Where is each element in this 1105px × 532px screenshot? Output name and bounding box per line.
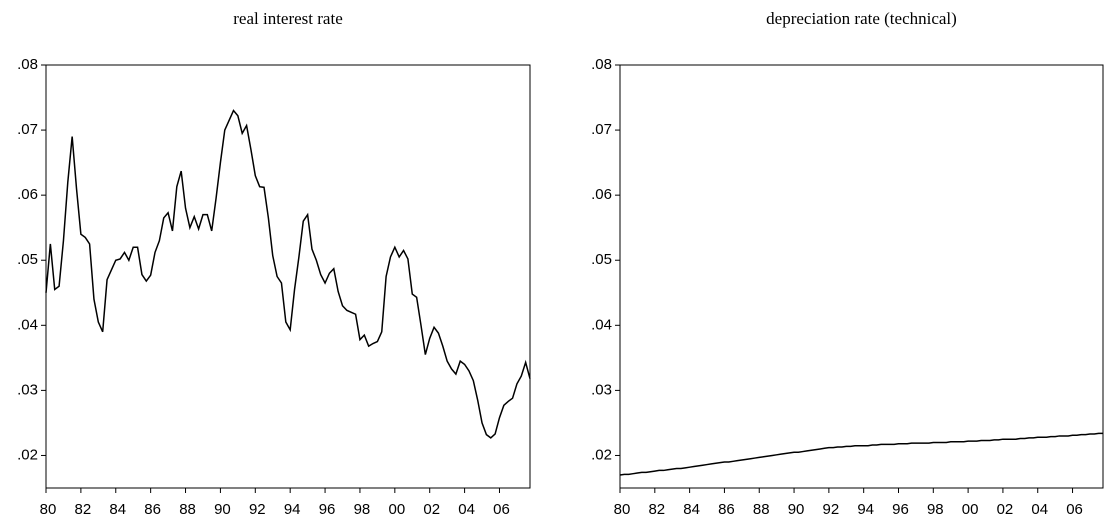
x-tick-label: 94 (284, 501, 301, 518)
x-tick-label: 84 (109, 501, 126, 518)
x-tick-label: 92 (823, 501, 840, 518)
x-tick-label: 98 (927, 501, 944, 518)
x-tick-label: 94 (857, 501, 874, 518)
x-tick-label: 80 (40, 501, 57, 518)
x-tick-label: 82 (75, 501, 92, 518)
x-tick-label: 00 (962, 501, 979, 518)
y-tick-label: .08 (591, 56, 612, 73)
x-tick-label: 82 (648, 501, 665, 518)
plot-frame (619, 64, 1104, 489)
x-tick-label: 98 (354, 501, 371, 518)
y-tick-label: .08 (17, 56, 38, 73)
x-tick-label: 80 (614, 501, 631, 518)
x-tick-label: 02 (997, 501, 1014, 518)
x-tick-label: 90 (214, 501, 231, 518)
y-tick-label: .06 (591, 186, 612, 203)
y-tick-label: .04 (17, 316, 38, 333)
y-tick-label: .05 (17, 251, 38, 268)
chart-title: depreciation rate (technical) (766, 9, 957, 28)
chart-title: real interest rate (233, 9, 343, 28)
x-tick-label: 06 (1066, 501, 1083, 518)
x-tick-label: 86 (718, 501, 735, 518)
x-tick-label: 00 (388, 501, 405, 518)
x-tick-label: 90 (788, 501, 805, 518)
x-tick-label: 88 (179, 501, 196, 518)
x-tick-label: 02 (423, 501, 440, 518)
data-line (619, 432, 1103, 476)
x-tick-label: 88 (753, 501, 770, 518)
y-tick-label: .07 (17, 121, 38, 138)
y-tick-label: .04 (591, 316, 612, 333)
x-tick-label: 86 (144, 501, 161, 518)
y-tick-label: .05 (591, 251, 612, 268)
y-tick-label: .03 (17, 381, 38, 398)
y-tick-label: .07 (591, 121, 612, 138)
y-tick-label: .06 (17, 186, 38, 203)
y-tick-label: .03 (591, 381, 612, 398)
x-tick-label: 84 (683, 501, 700, 518)
x-tick-label: 04 (1031, 501, 1048, 518)
plot-frame (45, 64, 531, 489)
x-tick-label: 04 (458, 501, 475, 518)
x-tick-label: 96 (892, 501, 909, 518)
y-tick-label: .02 (591, 446, 612, 463)
y-tick-label: .02 (17, 446, 38, 463)
x-tick-label: 96 (319, 501, 336, 518)
x-tick-label: 92 (249, 501, 266, 518)
data-line (45, 109, 531, 439)
x-tick-label: 06 (493, 501, 510, 518)
